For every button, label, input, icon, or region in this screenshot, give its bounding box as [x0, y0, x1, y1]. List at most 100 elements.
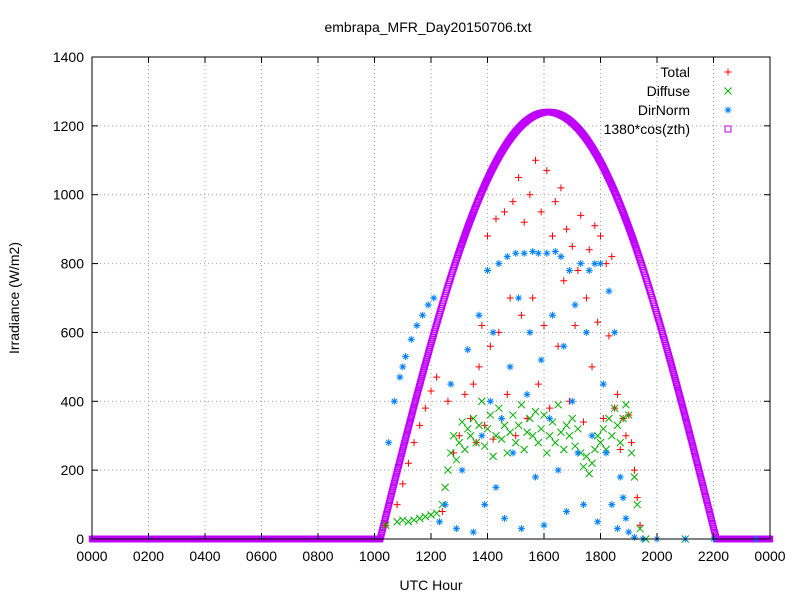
data-point: [463, 424, 472, 433]
data-point: [591, 222, 599, 230]
data-point: [452, 525, 460, 533]
data-point: [692, 455, 700, 462]
data-point: [406, 420, 413, 427]
data-point: [483, 424, 492, 433]
data-point: [537, 424, 546, 433]
data-point: [667, 360, 675, 368]
data-point: [559, 445, 568, 454]
data-point: [423, 356, 430, 364]
data-point: [523, 428, 531, 437]
data-point: [660, 334, 667, 341]
data-point: [410, 404, 417, 412]
data-point: [677, 396, 684, 403]
data-point: [551, 198, 559, 206]
y-tick-label: 800: [61, 256, 85, 272]
data-point: [529, 294, 537, 302]
data-point: [673, 381, 680, 389]
data-point: [405, 422, 413, 429]
data-point: [582, 328, 590, 336]
data-point: [421, 362, 429, 370]
data-point: [613, 390, 621, 398]
data-point: [458, 239, 466, 247]
data-point: [551, 438, 560, 447]
data-point: [724, 68, 732, 76]
data-point: [591, 260, 599, 268]
data-point: [540, 521, 548, 529]
data-point: [517, 400, 526, 409]
data-point: [500, 514, 508, 522]
data-point: [580, 418, 588, 426]
data-point: [610, 404, 619, 413]
data-point: [724, 106, 732, 114]
data-point: [526, 328, 534, 336]
data-point: [666, 356, 674, 364]
data-point: [400, 444, 407, 451]
data-point: [542, 449, 551, 457]
x-tick-label: 0600: [246, 548, 277, 564]
data-point: [486, 397, 494, 405]
data-point: [415, 383, 423, 391]
data-point: [500, 208, 508, 216]
data-point: [557, 428, 565, 437]
data-point: [415, 514, 424, 523]
data-point: [662, 342, 670, 349]
data-point: [588, 459, 596, 468]
y-tick-label: 1000: [53, 187, 84, 203]
data-point: [427, 387, 435, 395]
data-point: [497, 435, 506, 444]
data-point: [456, 246, 464, 253]
data-point: [461, 390, 469, 398]
data-point: [580, 501, 588, 509]
data-point: [419, 311, 427, 319]
legend-label: Diffuse: [647, 83, 691, 99]
data-point: [484, 232, 491, 240]
y-tick-label: 1200: [53, 118, 84, 134]
data-point: [619, 494, 627, 502]
data-point: [422, 360, 429, 368]
data-point: [446, 449, 455, 457]
data-point: [687, 435, 695, 442]
data-point: [661, 336, 668, 343]
data-point: [689, 444, 697, 451]
data-point: [464, 346, 472, 354]
data-point: [428, 338, 435, 345]
data-point: [594, 318, 602, 326]
data-point: [401, 437, 409, 444]
data-point: [624, 411, 633, 419]
data-point: [489, 328, 497, 336]
data-point: [557, 184, 565, 192]
data-point: [455, 438, 464, 447]
data-point: [424, 350, 432, 357]
data-point: [494, 404, 503, 413]
data-point: [674, 383, 681, 391]
data-point: [540, 322, 548, 330]
data-point: [616, 473, 624, 481]
data-point: [416, 421, 424, 429]
data-point: [597, 260, 604, 268]
data-point: [517, 525, 525, 533]
chart-title: embrapa_MFR_Day20150706.txt: [324, 19, 531, 35]
data-point: [548, 311, 556, 319]
data-point: [398, 448, 406, 455]
legend: Total Diffuse DirNorm 1380*cos(zth): [604, 64, 732, 137]
data-point: [679, 402, 686, 410]
data-point: [466, 431, 475, 440]
x-tick-label: 0400: [189, 548, 220, 564]
data-point: [390, 397, 398, 405]
data-point: [537, 356, 545, 364]
data-point: [531, 407, 540, 416]
data-point: [596, 438, 605, 447]
data-point: [588, 363, 596, 371]
data-point: [724, 125, 732, 133]
data-point: [563, 507, 571, 515]
data-point: [410, 402, 418, 410]
data-point: [520, 445, 529, 454]
data-point: [551, 248, 559, 256]
data-point: [668, 362, 675, 370]
data-point: [664, 348, 671, 355]
data-point: [523, 390, 531, 398]
data-point: [416, 381, 423, 389]
data-point: [562, 421, 571, 430]
data-point: [427, 511, 435, 519]
data-point: [444, 466, 452, 474]
